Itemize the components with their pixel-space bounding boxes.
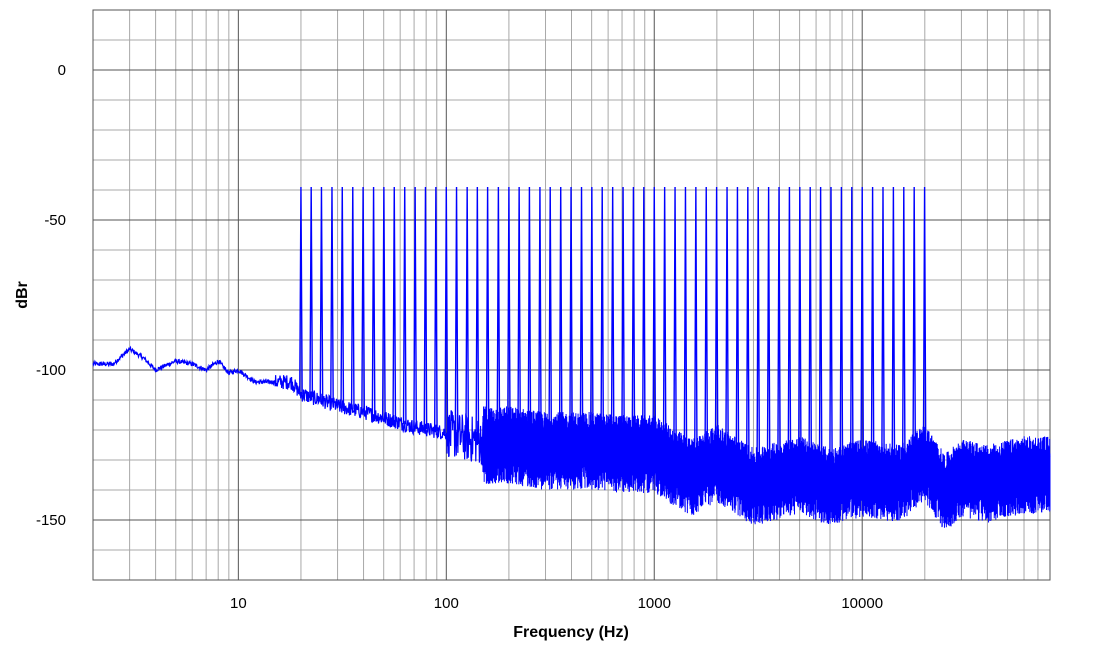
- tone-peak: [735, 186, 740, 474]
- series-layer: [92, 186, 1051, 528]
- tone-peak: [319, 186, 324, 401]
- tone-peak: [558, 186, 563, 449]
- tone-peak: [589, 186, 594, 449]
- tone-peak: [475, 186, 480, 441]
- tone-peak: [454, 186, 459, 436]
- tone-peak: [496, 186, 501, 443]
- tone-peak: [725, 186, 729, 467]
- tone-peak: [756, 186, 761, 483]
- tone-peak: [891, 186, 896, 481]
- x-axis-title: Frequency (Hz): [513, 624, 629, 641]
- y-tick-labels: 0 -50 -100 -150: [36, 62, 66, 529]
- tone-peak: [652, 186, 657, 452]
- y-axis-title: dBr: [14, 281, 31, 309]
- tone-peak: [299, 186, 303, 395]
- tone-peak: [423, 186, 428, 430]
- tone-peak: [901, 186, 906, 477]
- tone-peak: [849, 186, 854, 478]
- tone-peak: [600, 186, 605, 450]
- y-tick-label: 0: [58, 62, 66, 79]
- tone-peak: [922, 186, 927, 461]
- tone-peak: [350, 186, 355, 410]
- tone-peak: [517, 186, 522, 444]
- tone-peak: [839, 186, 844, 481]
- tone-peak: [538, 186, 542, 448]
- tone-peak: [610, 186, 615, 451]
- tone-peak: [371, 186, 376, 415]
- tone-peak: [881, 186, 885, 479]
- tone-peak: [818, 186, 823, 481]
- tone-peak: [465, 186, 470, 439]
- x-tick-labels: 10 100 1000 10000: [230, 595, 883, 612]
- x-tick-label: 100: [434, 595, 459, 612]
- tone-peak: [693, 186, 698, 473]
- tone-peak: [444, 186, 449, 434]
- tone-peak: [704, 186, 709, 467]
- tone-peak: [829, 186, 833, 484]
- tone-peak: [745, 186, 750, 481]
- tone-peak: [381, 186, 386, 419]
- plot-frame: [92, 9, 1051, 581]
- tone-peak: [527, 186, 532, 446]
- tone-peak: [860, 186, 865, 476]
- tone-peak: [569, 186, 573, 449]
- tone-peak: [485, 186, 490, 443]
- tone-peak: [621, 186, 625, 452]
- tone-peak: [808, 186, 813, 477]
- tone-peak: [787, 186, 792, 475]
- x-tick-label: 10: [230, 595, 247, 612]
- y-tick-label: -50: [44, 212, 66, 229]
- tone-peak: [766, 186, 771, 481]
- tone-peak: [340, 186, 345, 408]
- tone-peak: [683, 186, 688, 472]
- tone-peak: [579, 186, 584, 449]
- tone-peak: [870, 186, 875, 477]
- tone-peak: [797, 186, 802, 473]
- tone-peak: [631, 186, 636, 452]
- tone-peak: [777, 186, 781, 478]
- tone-peak: [413, 186, 418, 428]
- tone-peak: [673, 186, 677, 465]
- tone-peak: [361, 186, 365, 412]
- x-tick-label: 10000: [841, 595, 883, 612]
- tone-peak: [714, 186, 719, 461]
- tone-peak: [392, 186, 397, 422]
- tone-peak: [548, 186, 553, 449]
- tone-peak: [330, 186, 334, 404]
- y-tick-label: -150: [36, 512, 66, 529]
- tone-peak: [507, 186, 511, 443]
- tone-peak: [662, 186, 667, 458]
- x-tick-label: 1000: [638, 595, 671, 612]
- tone-peak: [641, 186, 646, 452]
- tone-peak: [433, 186, 438, 432]
- tone-peak: [402, 186, 407, 425]
- y-tick-label: -100: [36, 362, 66, 379]
- tone-peak: [309, 186, 314, 398]
- tone-peak: [912, 186, 917, 469]
